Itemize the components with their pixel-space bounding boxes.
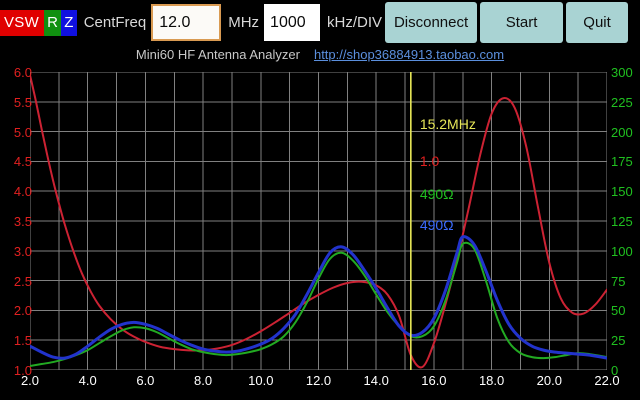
x-tick: 12.0 [305,373,332,388]
mode-chip-z[interactable]: Z [61,9,77,36]
y-right-tick: 50 [611,303,626,319]
x-tick: 2.0 [20,373,40,388]
x-tick: 22.0 [594,373,620,388]
series-z [30,235,607,360]
mode-selector[interactable]: VSW R Z [0,9,77,36]
quit-button[interactable]: Quit [566,2,629,43]
x-tick: 16.0 [421,373,447,388]
y-right-tick: 150 [611,184,633,200]
x-tick: 6.0 [136,373,155,388]
mhz-unit-label: MHz [228,14,260,31]
khz-per-div-label: kHz/DIV [327,14,383,31]
x-tick: 18.0 [478,373,505,388]
mode-chip-vswr[interactable]: VSW [0,9,45,36]
marker-resistance-readout: 490Ω [419,186,454,202]
shop-link[interactable]: http://shop36884913.taobao.com [313,47,505,62]
x-tick: 14.0 [363,373,389,388]
series-vswr [30,73,607,369]
y-right-tick: 0 [611,363,619,378]
marker-swr-readout: 1.0 [419,153,440,169]
center-frequency-input[interactable] [151,4,222,41]
marker-impedance-readout: 490Ω [419,217,454,233]
title-row: Mini60 HF Antenna Analyzer http://shop36… [0,45,640,64]
series-r [30,241,607,368]
y-right-tick: 300 [611,65,633,80]
y-right-tick: 200 [611,124,633,140]
mode-chip-r[interactable]: R [44,9,62,36]
x-tick: 8.0 [194,373,213,388]
plot-canvas[interactable] [30,72,607,370]
y-right-tick: 100 [611,243,633,259]
x-tick: 4.0 [78,373,97,388]
start-button[interactable]: Start [480,2,564,43]
centfreq-label: CentFreq [83,14,147,31]
y-right-tick: 25 [611,333,626,349]
marker-frequency-readout: 15.2MHz [419,116,476,132]
y-right-tick: 175 [611,154,633,170]
y-right-tick: 125 [611,214,633,229]
y-right-tick: 225 [611,94,633,110]
x-tick: 10.0 [248,373,274,388]
chart-svg [30,72,607,370]
disconnect-button[interactable]: Disconnect [385,2,478,43]
page-title: Mini60 HF Antenna Analyzer [135,47,300,62]
chart-area: 6.0 5.5 5.0 4.5 4.0 3.5 3.0 2.5 2.0 1.5 1.0 300 225… [0,64,640,400]
x-tick: 20.0 [536,373,562,388]
span-per-division-input[interactable] [264,4,321,41]
y-right-tick: 75 [611,273,626,289]
toolbar: VSW R Z CentFreq MHz kHz/DIV Disconnect … [0,0,640,45]
